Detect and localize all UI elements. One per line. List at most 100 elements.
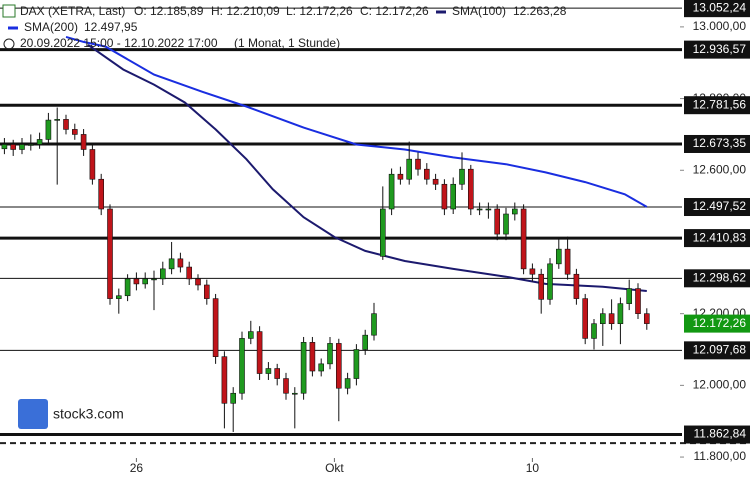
candle-body	[591, 323, 597, 339]
candle-body	[643, 313, 650, 324]
candle-body	[503, 213, 509, 235]
legend: DAX (XETRA, Last) O: 12.185,89 H: 12.210…	[2, 4, 567, 50]
candle-body	[239, 338, 245, 394]
watermark-logo	[18, 399, 48, 429]
legend-name: SMA(200)	[24, 20, 78, 34]
candle-body	[520, 208, 527, 270]
level-label-box	[684, 96, 750, 115]
level-label-box	[684, 269, 750, 288]
watermark: stock3.com	[18, 399, 124, 429]
level-label: 12.298,62	[693, 270, 747, 284]
legend-name: SMA(100)	[452, 4, 506, 18]
candle-body	[36, 139, 43, 145]
y-tick-label: 12.000,00	[693, 378, 747, 392]
level-label: 11.862,84	[694, 427, 747, 441]
candle-body	[283, 378, 289, 394]
plot	[0, 7, 750, 445]
candle-body	[353, 349, 360, 379]
candle-body	[538, 273, 545, 300]
level-label: 13.052,24	[693, 0, 747, 14]
candle-body	[608, 313, 615, 325]
legend-value: 12.497,95	[84, 20, 138, 34]
candle-body	[467, 168, 474, 210]
candle-body	[318, 363, 325, 372]
candle-body	[1, 144, 8, 150]
candle-body	[212, 298, 219, 357]
candle-body	[19, 144, 25, 150]
candle-body	[221, 356, 228, 404]
candle-body	[485, 208, 492, 211]
legend-value: 12.263,28	[513, 4, 567, 18]
candle-body	[441, 183, 448, 210]
candle-body	[151, 278, 157, 281]
level-label-box	[684, 341, 750, 360]
level-label-box	[684, 0, 750, 18]
candle-body	[124, 278, 131, 297]
candle-body	[45, 119, 52, 140]
level-label: 12.172,26	[693, 316, 747, 330]
level-label: 12.673,35	[693, 136, 747, 150]
candle-body	[388, 173, 395, 210]
candle-body	[89, 149, 96, 180]
candle-body	[423, 168, 430, 180]
level-label-box	[684, 314, 750, 333]
legend-period: 20.09.2022 15:00 - 12.10.2022 17:00	[20, 36, 218, 50]
candle-body	[133, 278, 140, 285]
candle-body	[529, 268, 536, 275]
candle-body	[142, 278, 148, 285]
legend-close: C: 12.172,26	[360, 4, 429, 18]
level-label-box	[684, 134, 750, 153]
candle-body	[617, 303, 624, 325]
candle-body	[335, 343, 342, 389]
candle-body	[415, 158, 421, 170]
candle-body	[98, 178, 104, 210]
candle-body	[291, 392, 298, 395]
candle-body	[626, 288, 633, 304]
legend-high: H: 12.210,09	[211, 4, 280, 18]
candle-body	[432, 178, 439, 185]
level-label: 12.097,68	[693, 343, 747, 357]
candle-body	[511, 208, 518, 215]
labels: 13.052,24 12.936,57 12.781,56 12.673,35 12.4…	[684, 0, 750, 444]
candle-body	[573, 273, 580, 299]
candle-body	[274, 368, 281, 379]
clock-icon	[3, 38, 15, 50]
level-label-box	[684, 40, 750, 59]
legend-open: O: 12.185,89	[134, 4, 204, 18]
candle-body	[582, 298, 589, 339]
candle-body	[494, 208, 501, 235]
x-tick-label: 10	[526, 461, 540, 475]
candle-body	[459, 168, 465, 185]
candle-body	[397, 173, 404, 180]
candle-body	[27, 144, 34, 146]
candle-body	[309, 342, 316, 372]
candle-body	[186, 266, 192, 280]
x-tick-label: Okt	[325, 461, 344, 475]
level-label-box	[684, 229, 750, 248]
candle-body	[107, 208, 113, 299]
candle-body	[10, 144, 16, 150]
legend-instrument: DAX (XETRA, Last)	[20, 4, 125, 18]
candle-body	[406, 158, 413, 180]
level-label: 12.410,83	[693, 230, 747, 244]
x-tick-label: 26	[130, 461, 144, 475]
level-label-box	[684, 198, 750, 217]
candle-body	[599, 313, 606, 325]
candle-body	[63, 119, 69, 130]
level-label: 12.781,56	[693, 97, 747, 111]
candle-body	[362, 334, 369, 350]
legend-icon	[2, 4, 16, 18]
watermark-text: stock3.com	[53, 406, 124, 422]
candle-body	[300, 342, 307, 394]
level-label: 12.497,52	[693, 199, 747, 213]
candle-body	[160, 268, 166, 280]
candle-body	[195, 278, 201, 286]
candle-body	[327, 343, 333, 365]
candle-body	[177, 258, 184, 268]
candle-body	[371, 313, 377, 336]
y-tick-label: 11.800,00	[694, 449, 747, 463]
sma-line	[87, 43, 647, 292]
legend-low: L: 12.172,26	[286, 4, 353, 18]
